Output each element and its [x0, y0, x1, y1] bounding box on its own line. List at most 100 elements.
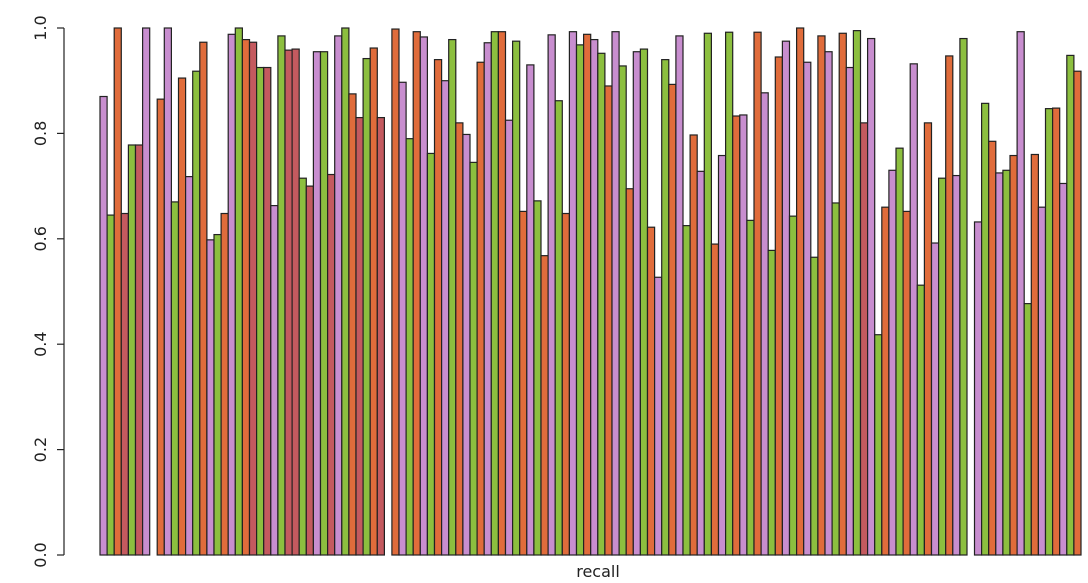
bar: [952, 174, 961, 556]
bar: [1059, 182, 1068, 556]
bar: [1030, 153, 1040, 556]
bar: [419, 36, 428, 556]
bar: [185, 176, 194, 556]
bar: [760, 92, 769, 556]
bar: [909, 63, 918, 556]
bar: [426, 152, 436, 556]
bar: [625, 188, 634, 556]
bar: [142, 27, 151, 556]
bar: [511, 40, 521, 556]
bar: [639, 48, 649, 556]
bar: [547, 34, 556, 556]
y-tick-label: 0.0: [31, 542, 50, 567]
bar: [1044, 108, 1054, 556]
bar: [838, 32, 847, 556]
bar: [134, 144, 144, 556]
bar: [319, 51, 329, 556]
x-axis-title: recall: [576, 562, 620, 581]
bar-group: [391, 27, 968, 556]
bar: [973, 221, 983, 556]
bar: [284, 49, 293, 556]
bar: [831, 202, 840, 556]
bar: [526, 64, 535, 556]
bar: [127, 144, 137, 556]
bar: [177, 77, 187, 556]
bar: [412, 31, 421, 556]
bar: [156, 98, 165, 556]
bar: [959, 37, 968, 556]
bar: [192, 70, 201, 556]
bar: [795, 27, 805, 556]
bar: [1037, 206, 1047, 556]
bar: [1016, 31, 1025, 556]
bar: [916, 284, 925, 556]
bar-group: [973, 31, 1082, 556]
bar: [803, 61, 812, 556]
bar: [540, 255, 549, 556]
bar: [653, 276, 663, 556]
bar: [717, 154, 727, 556]
bar: [256, 66, 265, 556]
y-tick-label: 0.6: [31, 226, 50, 251]
y-tick-label: 0.2: [31, 437, 50, 462]
bar: [895, 147, 904, 556]
bar: [298, 177, 307, 556]
bar: [405, 138, 414, 556]
bar: [263, 66, 272, 556]
bar: [227, 33, 236, 556]
bar: [1066, 54, 1075, 556]
bar: [845, 66, 854, 556]
y-axis: 0.0 0.2 0.4 0.6 0.8 1.0: [31, 15, 65, 568]
bar: [1073, 70, 1082, 556]
bar: [1009, 154, 1018, 556]
bar: [945, 55, 954, 556]
bar: [1051, 107, 1061, 556]
bar: [632, 51, 641, 556]
bar: [391, 28, 400, 556]
bar: [774, 56, 783, 556]
bar: [611, 31, 620, 556]
bar: [327, 173, 336, 556]
bar: [490, 31, 499, 556]
bar: [462, 133, 471, 556]
y-tick-label: 1.0: [31, 15, 50, 40]
bar: [597, 52, 606, 556]
bar: [362, 57, 371, 556]
bar: [995, 172, 1004, 556]
bar: [646, 226, 656, 556]
bar: [206, 239, 215, 556]
bar: [341, 27, 350, 556]
bar: [703, 32, 712, 556]
bar-groups: [99, 27, 1082, 556]
bar: [682, 225, 691, 556]
bar: [696, 170, 705, 556]
bar: [369, 47, 378, 556]
bar: [441, 80, 450, 556]
bar: [810, 256, 819, 556]
bar: [753, 31, 762, 556]
bar: [568, 31, 578, 556]
bar: [739, 114, 748, 556]
bar-group: [156, 27, 385, 556]
bar: [469, 161, 478, 556]
bar: [902, 210, 911, 556]
bar: [220, 212, 229, 556]
bar: [710, 243, 720, 556]
bar: [554, 100, 563, 556]
bar: [930, 242, 940, 556]
bar: [888, 169, 897, 556]
y-tick-label: 0.8: [31, 121, 50, 146]
bar: [724, 31, 734, 556]
bar: [866, 37, 876, 556]
bar: [120, 212, 130, 556]
bar: [923, 122, 933, 556]
bar: [746, 219, 755, 556]
bar: [661, 59, 670, 556]
bar: [113, 27, 122, 556]
bar: [213, 233, 222, 556]
bar: [504, 119, 514, 556]
bar: [689, 134, 698, 556]
bar: [675, 35, 684, 556]
bar: [270, 205, 279, 556]
